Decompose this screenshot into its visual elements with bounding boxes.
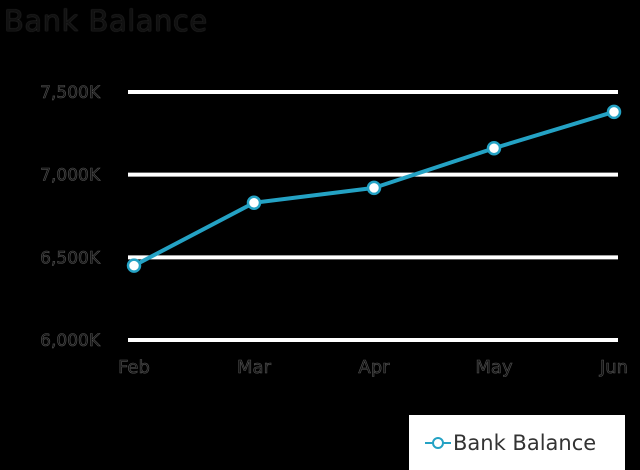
- data-point: [366, 180, 382, 196]
- y-tick-label: 6,000K: [40, 331, 101, 351]
- x-tick-label: Jun: [599, 357, 628, 378]
- legend-label: Bank Balance: [453, 430, 597, 455]
- series-bank-balance: [126, 104, 622, 273]
- legend-marker-icon: [425, 435, 451, 451]
- y-tick-label: 7,500K: [40, 83, 101, 103]
- x-tick-label: Apr: [358, 357, 390, 378]
- x-axis-ticks: Feb Mar Apr May Jun: [118, 357, 629, 379]
- chart-title: Bank Balance: [4, 4, 208, 38]
- data-point: [126, 258, 142, 273]
- data-point: [486, 140, 502, 156]
- y-axis-ticks: 6,000K 6,500K 7,000K 7,500K: [40, 83, 101, 352]
- gridlines: [128, 90, 618, 342]
- data-point: [606, 104, 622, 120]
- line-chart: 6,000K 6,500K 7,000K 7,500K Feb Mar Apr May Jun: [40, 83, 629, 379]
- x-tick-label: Mar: [237, 357, 272, 378]
- y-tick-label: 6,500K: [40, 248, 101, 268]
- data-point: [246, 195, 262, 211]
- x-tick-label: May: [475, 357, 513, 378]
- y-tick-label: 7,000K: [40, 166, 101, 186]
- legend: Bank Balance: [409, 415, 625, 470]
- x-tick-label: Feb: [118, 357, 150, 378]
